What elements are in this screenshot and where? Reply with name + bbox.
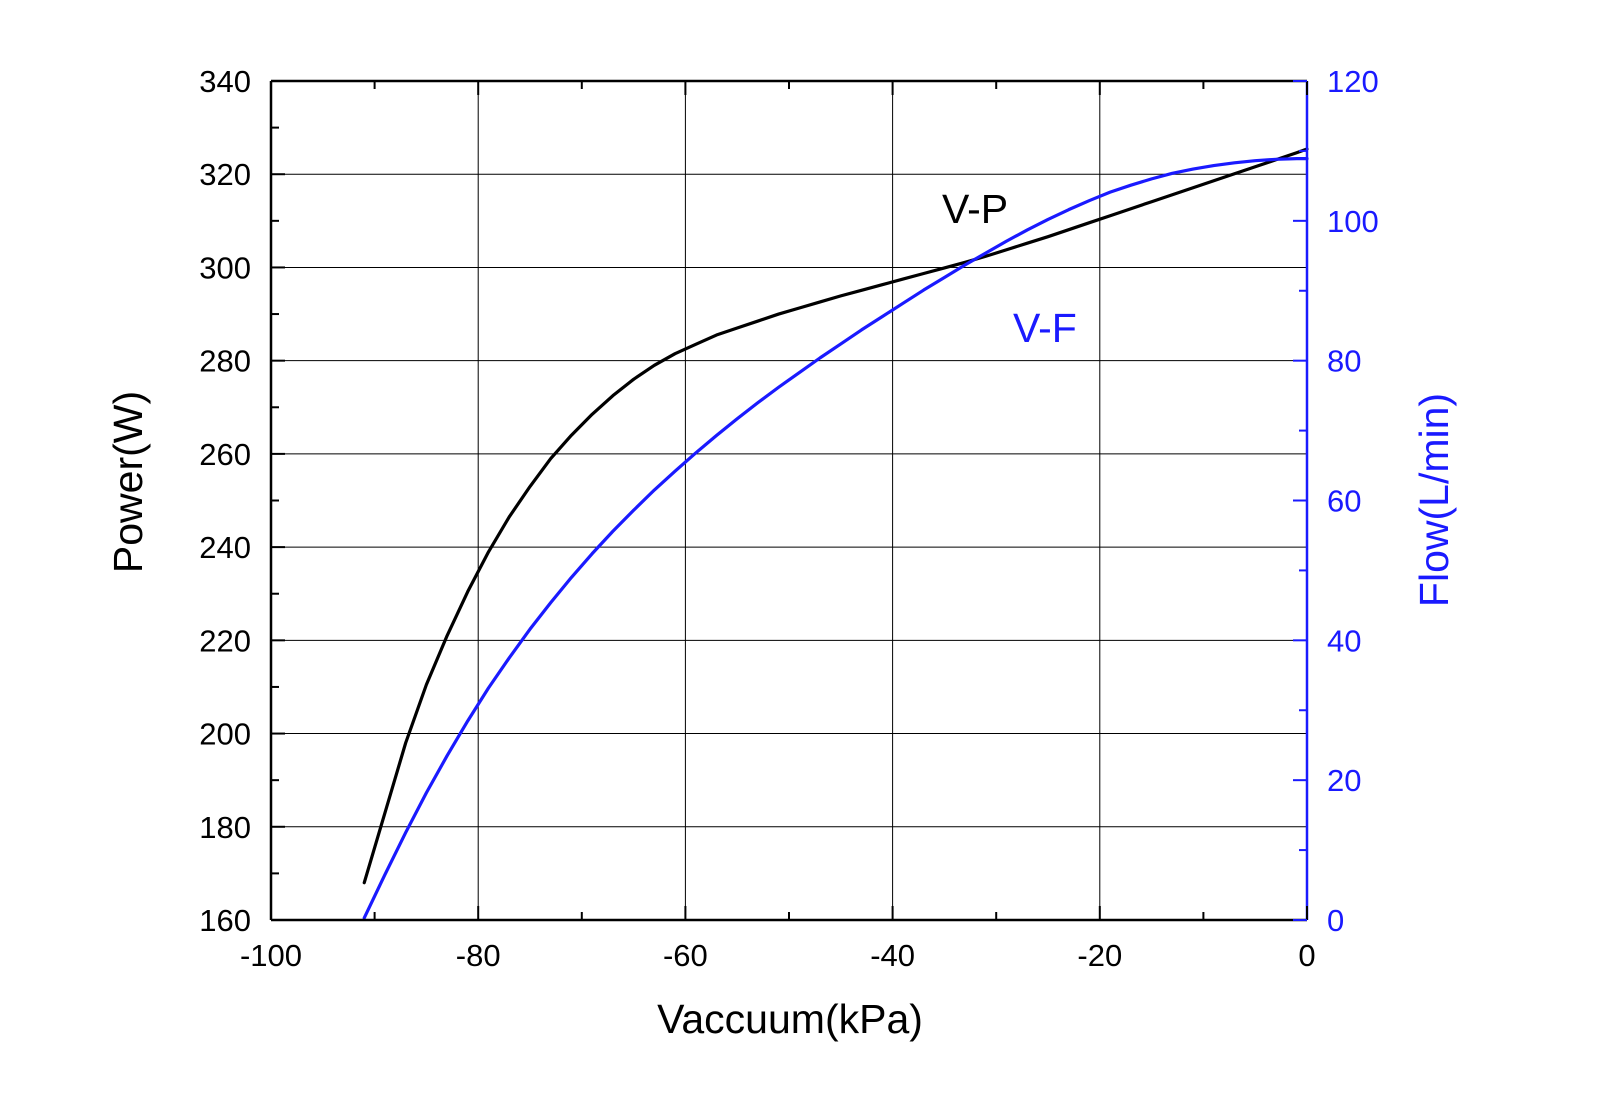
y2-tick-label: 60 [1327,484,1361,519]
y2-tick-label: 0 [1327,903,1344,938]
y-tick-label: 160 [199,903,251,938]
y2-tick-label: 40 [1327,623,1361,658]
tick-labels: -100 -80 -60 -40 -20 016018020022024026028030… [199,64,1378,973]
x-tick-label: -80 [456,938,501,973]
y-tick-label: 260 [199,437,251,472]
x-tick-label: -100 [240,938,302,973]
y-tick-label: 200 [199,717,251,752]
grid-lines [271,81,1307,920]
y-tick-label: 220 [199,623,251,658]
y-axis-title: Power(W) [105,391,151,573]
series-label-v-p: V-P [942,186,1008,232]
y2-tick-label: 20 [1327,763,1361,798]
x-axis-title: Vaccuum(kPa) [657,996,923,1042]
y-tick-label: 280 [199,344,251,379]
x-tick-label: -20 [1077,938,1122,973]
y-tick-label: 320 [199,157,251,192]
axes [269,79,1309,922]
plot-background [271,81,1307,920]
y-tick-label: 240 [199,530,251,565]
y2-tick-label: 80 [1327,344,1361,379]
y-tick-label: 180 [199,810,251,845]
y2-tick-label: 120 [1327,64,1379,99]
series-lines [362,147,1309,920]
y-tick-label: 300 [199,250,251,285]
y-tick-label: 340 [199,64,251,99]
plot-area [271,81,1307,920]
y2-tick-label: 100 [1327,204,1379,239]
x-tick-label: 0 [1298,938,1315,973]
y2-axis-title: Flow(L/min) [1411,393,1457,607]
x-tick-label: -60 [663,938,708,973]
series-label-v-f: V-F [1013,305,1077,351]
series-line-v-p [362,147,1309,885]
x-tick-label: -40 [870,938,915,973]
series-line-v-f [362,157,1309,920]
